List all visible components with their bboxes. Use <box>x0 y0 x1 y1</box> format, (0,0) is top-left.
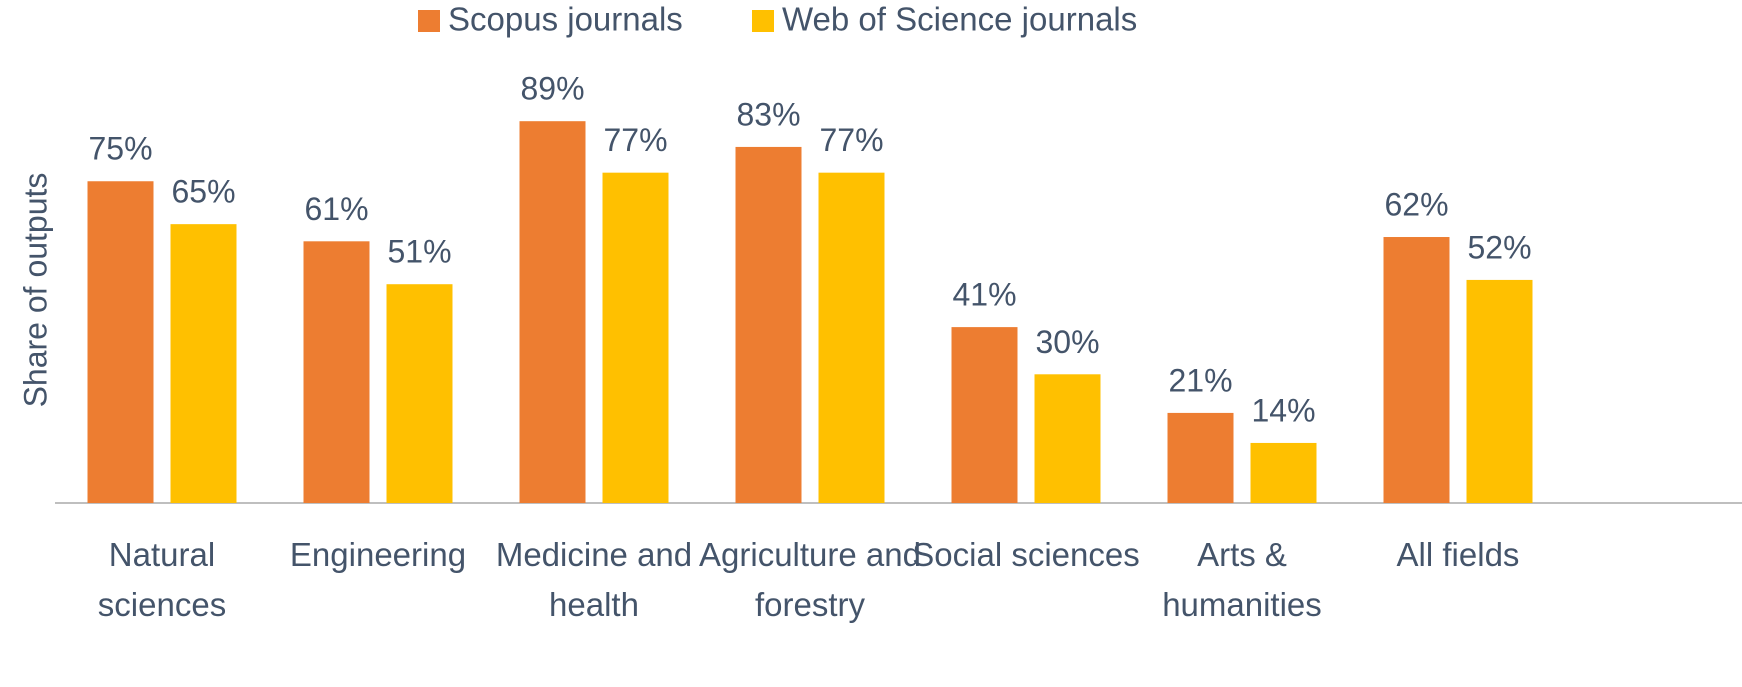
x-tick-label: All fields <box>1396 536 1520 573</box>
value-label: 77% <box>603 122 667 158</box>
x-tick-label: Natural sciences <box>97 536 227 623</box>
bar <box>818 172 885 504</box>
bar <box>1034 374 1101 503</box>
legend-swatch <box>418 10 440 32</box>
y-axis-label: Share of outputs <box>17 173 53 408</box>
legend-label: Web of Science journals <box>782 1 1137 38</box>
x-tick-label: Medicine and health <box>495 536 693 623</box>
bar <box>519 121 586 503</box>
x-tick-label: Social sciences <box>912 536 1140 573</box>
legend-label: Scopus journals <box>448 1 683 38</box>
value-label: 30% <box>1035 324 1099 360</box>
x-tick-label: Engineering <box>289 536 467 573</box>
bar <box>1250 442 1317 503</box>
value-label: 65% <box>171 174 235 210</box>
bar <box>170 224 237 503</box>
value-label: 21% <box>1168 362 1232 398</box>
x-tick-label: Arts & humanities <box>1162 536 1322 623</box>
value-label: 83% <box>736 96 800 132</box>
bar <box>735 146 802 503</box>
x-tick-label: Agriculture and forestry <box>699 536 921 623</box>
legend-swatch <box>752 10 774 32</box>
value-label: 62% <box>1384 186 1448 222</box>
bar <box>602 172 669 504</box>
bar <box>303 241 370 503</box>
value-label: 41% <box>952 277 1016 313</box>
bar <box>1466 279 1533 503</box>
bar <box>87 181 154 503</box>
value-label: 51% <box>387 234 451 270</box>
value-label: 75% <box>88 131 152 167</box>
value-label: 14% <box>1251 392 1315 428</box>
bar <box>951 327 1018 503</box>
value-label: 52% <box>1467 229 1531 265</box>
value-label: 61% <box>304 191 368 227</box>
bar <box>1383 237 1450 503</box>
bar <box>386 284 453 503</box>
value-label: 77% <box>819 122 883 158</box>
value-label: 89% <box>520 71 584 107</box>
bar <box>1167 412 1234 503</box>
